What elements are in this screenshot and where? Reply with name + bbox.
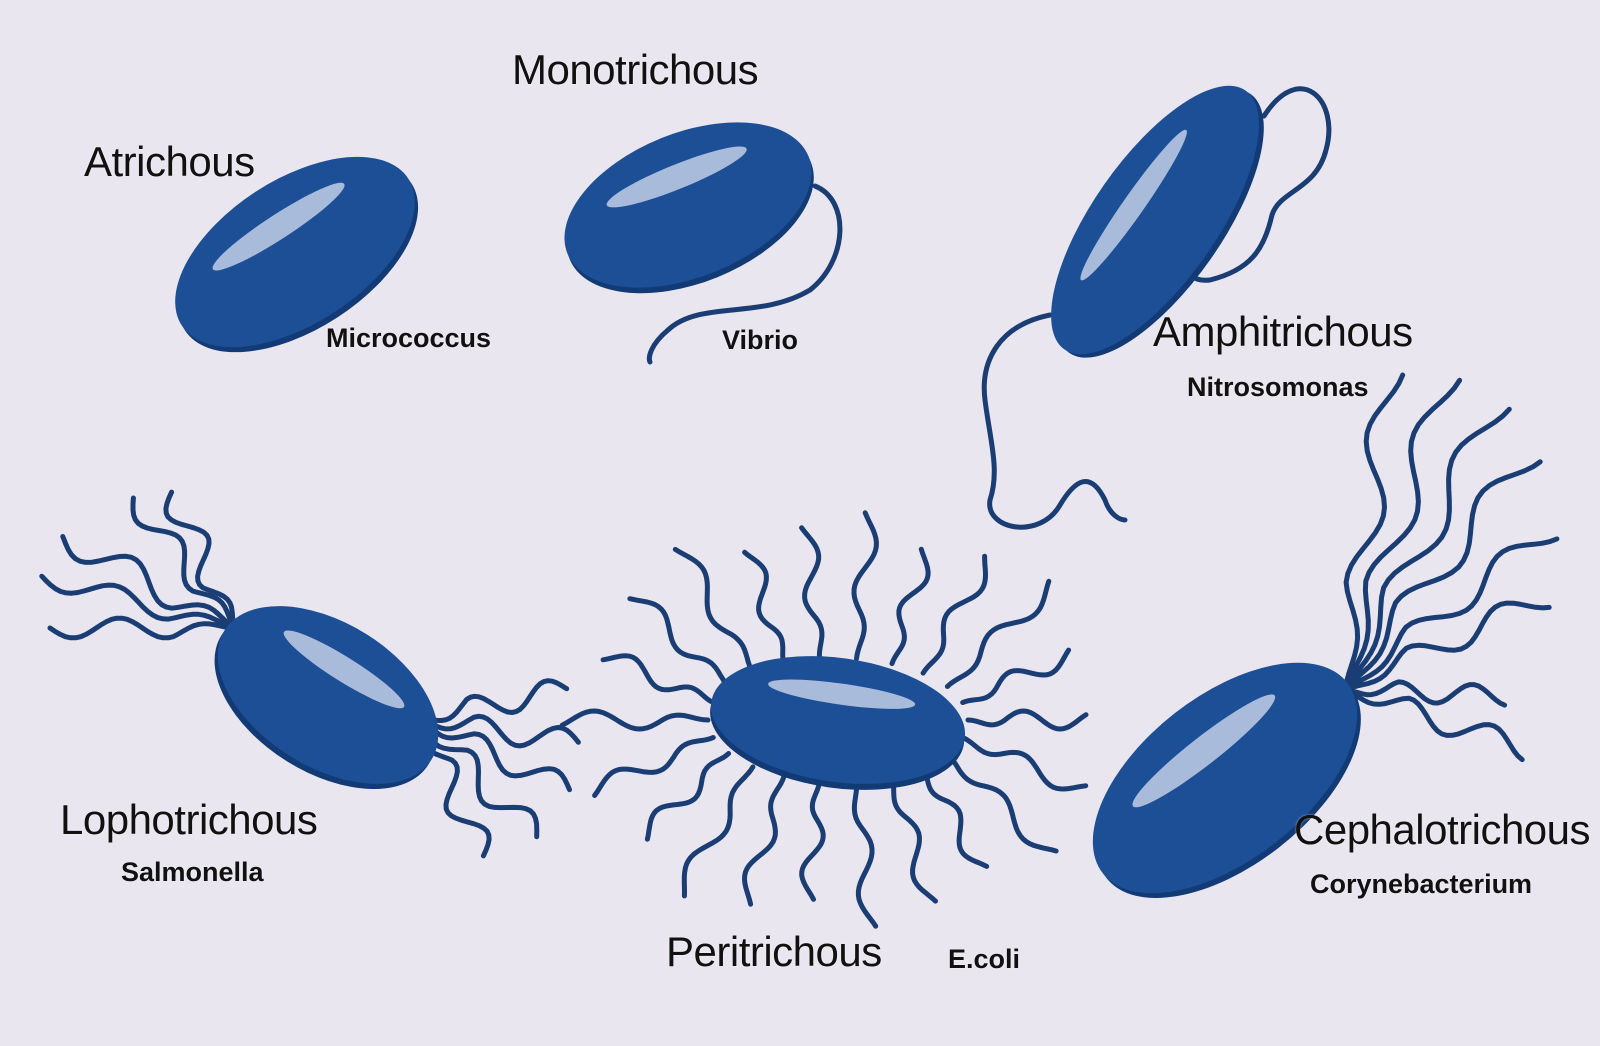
peritrichous-flagellum [672, 546, 756, 676]
cephalotrichous-example-label: Corynebacterium [1310, 869, 1533, 899]
cephalotrichous-flagellum [1342, 536, 1560, 693]
peritrichous-flagellum [889, 773, 938, 904]
peritrichous-flagellum [600, 653, 716, 705]
atrichous-example-label: Micrococcus [326, 323, 492, 353]
lophotrichous-flagellum [39, 573, 238, 631]
lophotrichous-cell-highlight [283, 630, 405, 709]
peritrichous-flagellum [799, 525, 825, 662]
monotrichous-cell [564, 122, 814, 294]
amphitrichous-cell-body [1051, 85, 1259, 355]
lophotrichous-flagellum [47, 615, 238, 641]
cephalotrichous-cell [1092, 662, 1361, 898]
peritrichous-flagellum [920, 553, 988, 676]
lophotrichous-type-label: Lophotrichous [60, 796, 318, 843]
peritrichous-example-label: E.coli [948, 944, 1021, 974]
lophotrichous-flagellum [60, 534, 238, 631]
cephalotrichous-cell-highlight [1132, 694, 1276, 808]
peritrichous-flagellum [742, 549, 787, 667]
peritrichous-flagellum [851, 510, 879, 662]
lophotrichous-flagellum [417, 717, 572, 793]
lophotrichous-flagellum [417, 713, 581, 749]
peritrichous-flagellum [960, 735, 1089, 792]
monotrichous-cell-highlight [606, 146, 747, 208]
cephalotrichous-flagellum [1342, 406, 1512, 693]
atrichous-cell [175, 156, 419, 353]
lophotrichous-flagellum [130, 495, 238, 631]
amphitrichous-flagellum [981, 312, 1128, 530]
peritrichous-flagellum [965, 708, 1089, 732]
cephalotrichous-flagellum [1342, 600, 1552, 693]
amphitrichous-cell [1051, 85, 1264, 358]
amphitrichous-type-label: Amphitrichous [1153, 308, 1413, 355]
peritrichous-flagellum [592, 735, 716, 798]
lophotrichous-cell [214, 606, 439, 790]
lophotrichous-flagellum [417, 678, 570, 723]
cephalotrichous-type-label: Cephalotrichous [1294, 806, 1591, 853]
peritrichous-flagellum [920, 764, 990, 869]
peritrichous-cell [710, 656, 966, 790]
peritrichous-cell-highlight [768, 679, 916, 709]
cephalotrichous-flagellum [1342, 377, 1463, 693]
peritrichous-flagellum [799, 778, 826, 902]
peritrichous-flagellum [851, 778, 879, 929]
peritrichous-flagellum [559, 708, 711, 732]
peritrichous-type-label: Peritrichous [666, 928, 882, 975]
amphitrichous-cell-highlight [1080, 129, 1187, 281]
cephalotrichous-flagellum [1342, 679, 1508, 708]
lophotrichous-cell-body [217, 606, 439, 784]
monotrichous-cell-body [564, 122, 812, 288]
atrichous-cell-body [175, 156, 415, 348]
peritrichous-flagellum [742, 773, 787, 907]
monotrichous-type-label: Monotrichous [512, 46, 759, 93]
amphitrichous-example-label: Nitrosomonas [1187, 372, 1369, 402]
peritrichous-flagellum [889, 546, 931, 667]
cephalotrichous-cell-body [1092, 662, 1358, 894]
cephalotrichous-flagellum [1342, 687, 1525, 763]
cephalotrichous-flagellum [1342, 459, 1543, 693]
cephalotrichous-flagellum [1342, 372, 1406, 693]
peritrichous-flagellum [627, 596, 732, 689]
peritrichous-flagellum [944, 751, 1059, 854]
atrichous-type-label: Atrichous [84, 138, 255, 185]
monotrichous-flagellum [646, 183, 843, 365]
monotrichous-example-label: Vibrio [722, 325, 799, 355]
peritrichous-flagellum [944, 578, 1052, 689]
peritrichous-flagellum [644, 751, 732, 842]
atrichous-cell-highlight [212, 182, 345, 271]
amphitrichous-flagellum [1186, 86, 1332, 283]
cells-layer [175, 85, 1361, 898]
lophotrichous-flagellum [163, 489, 238, 631]
lophotrichous-example-label: Salmonella [121, 857, 264, 887]
peritrichous-flagellum [681, 764, 756, 899]
peritrichous-flagellum [960, 647, 1072, 705]
